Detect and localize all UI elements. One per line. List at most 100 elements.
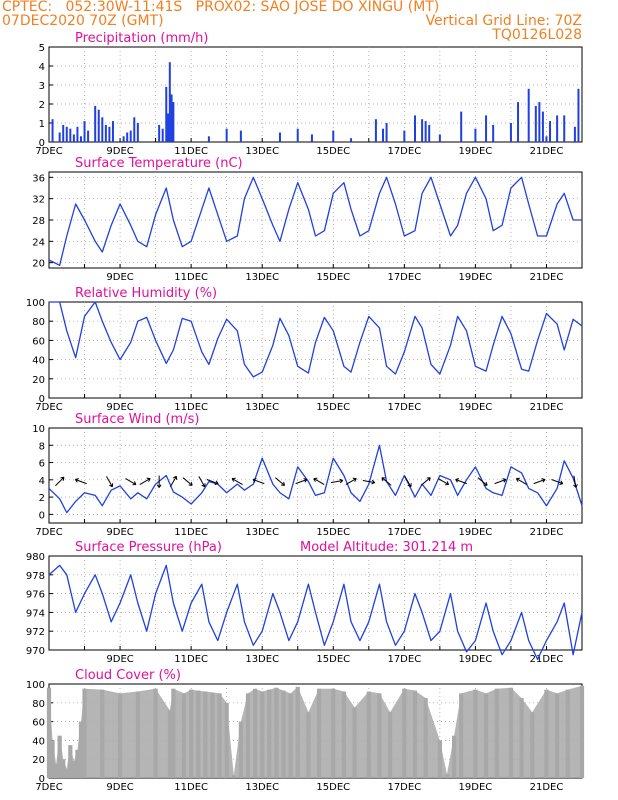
y-tick-label: 978 (26, 571, 45, 582)
bar (485, 115, 488, 142)
panel-title: Cloud Cover (%) (75, 668, 181, 683)
wind-arrow-head (201, 484, 206, 488)
wind-arrow-head (303, 478, 308, 480)
wind-arrow-head (214, 483, 219, 485)
wind-arrow-head (485, 481, 488, 486)
wind-arrow-head (455, 478, 460, 480)
bar (158, 124, 161, 142)
y-tick-label: 100 (26, 298, 45, 309)
wind-arrow (404, 476, 412, 487)
y-tick-label: 20 (32, 259, 45, 270)
y-tick-label: 970 (26, 646, 45, 657)
bar (492, 124, 495, 142)
bar (556, 115, 559, 142)
wind-arrow (516, 478, 528, 485)
bar (549, 121, 552, 142)
wind-arrow (182, 477, 193, 486)
bar (424, 121, 427, 142)
bar (239, 130, 242, 142)
wind-arrow (573, 475, 577, 488)
wind-arrow-head (407, 484, 412, 488)
wind-arrow-head (502, 478, 507, 480)
x-tick-label: 17DEC (387, 402, 421, 413)
wind-arrow-head (158, 484, 162, 488)
series-line (48, 564, 583, 661)
wind-arrow (169, 476, 177, 487)
x-tick-label: 11DEC (174, 272, 208, 283)
y-tick-label: 6 (39, 459, 45, 470)
bar (87, 130, 90, 142)
x-tick-label: 19DEC (459, 146, 493, 157)
y-tick-label: 3 (39, 81, 45, 92)
header-left-line1: CPTEC: 052:30W-11:41S PROX02: SAO JOSE D… (2, 0, 440, 15)
bar (51, 119, 54, 142)
wind-arrow (494, 479, 507, 485)
x-tick-label: 15DEC (316, 272, 350, 283)
series-line (49, 301, 583, 378)
y-tick-label: 1 (39, 119, 45, 130)
wind-arrow-head (573, 484, 577, 488)
panel-annotation: Model Altitude: 301.214 m (300, 540, 473, 555)
wind-arrow (420, 477, 431, 486)
bar (310, 134, 313, 142)
wind-arrow-head (559, 483, 563, 485)
wind-arrow-head (148, 478, 151, 482)
wind-arrow-head (215, 480, 219, 484)
y-tick-label: 980 (26, 552, 45, 563)
x-tick-label: 15DEC (316, 782, 350, 793)
wind-arrow (75, 479, 87, 485)
bar (577, 88, 580, 142)
x-tick-label: 7DEC (35, 527, 62, 538)
wind-arrow-head (109, 484, 113, 488)
bar (122, 136, 125, 142)
x-tick-label: 15DEC (316, 402, 350, 413)
header-right-line2: Vertical Grid Line: 70Z (425, 13, 582, 29)
wind-arrow-head (575, 484, 578, 488)
bar (72, 134, 75, 142)
bar (382, 128, 385, 142)
wind-arrow-head (172, 475, 177, 479)
y-tick-label: 28 (32, 216, 45, 227)
bar (527, 88, 530, 142)
x-tick-label: 21DEC (530, 527, 564, 538)
x-tick-label: 17DEC (387, 654, 421, 665)
wind-arrow-head (156, 484, 160, 488)
x-tick-label: 9DEC (106, 782, 133, 793)
y-tick-label: 0 (39, 510, 45, 521)
y-tick-label: 0 (39, 774, 45, 785)
x-tick-label: 9DEC (106, 654, 133, 665)
wind-arrow-head (354, 478, 357, 482)
x-tick-label: 21DEC (530, 272, 564, 283)
bar (509, 123, 512, 142)
x-tick-label: 13DEC (245, 527, 279, 538)
panel-frame-2 (48, 301, 583, 399)
bar (421, 119, 424, 142)
y-tick-label: 20 (32, 755, 45, 766)
wind-arrow-head (133, 481, 137, 485)
wind-arrow (252, 479, 265, 485)
x-tick-label: 13DEC (245, 402, 279, 413)
x-tick-label: 21DEC (530, 402, 564, 413)
bar (403, 130, 406, 142)
bar (126, 132, 129, 142)
x-tick-label: 11DEC (174, 527, 208, 538)
wind-arrow-head (371, 482, 375, 485)
wind-arrow (295, 479, 308, 485)
y-tick-label: 8 (39, 441, 45, 452)
y-tick-label: 80 (32, 317, 45, 328)
x-tick-label: 11DEC (174, 146, 208, 157)
y-tick-label: 32 (32, 195, 45, 206)
bar (474, 128, 477, 142)
wind-arrow-head (371, 479, 376, 483)
panel-frame-1 (48, 171, 583, 269)
x-tick-label: 9DEC (106, 402, 133, 413)
y-tick-label: 60 (32, 718, 45, 729)
x-tick-label: 7DEC (35, 146, 62, 157)
bar (111, 121, 114, 142)
x-tick-label: 11DEC (174, 782, 208, 793)
x-tick-label: 9DEC (106, 272, 133, 283)
wind-arrow-head (542, 479, 546, 483)
bar (541, 111, 544, 142)
x-tick-label: 7DEC (35, 782, 62, 793)
panel-frame-4 (48, 555, 583, 651)
